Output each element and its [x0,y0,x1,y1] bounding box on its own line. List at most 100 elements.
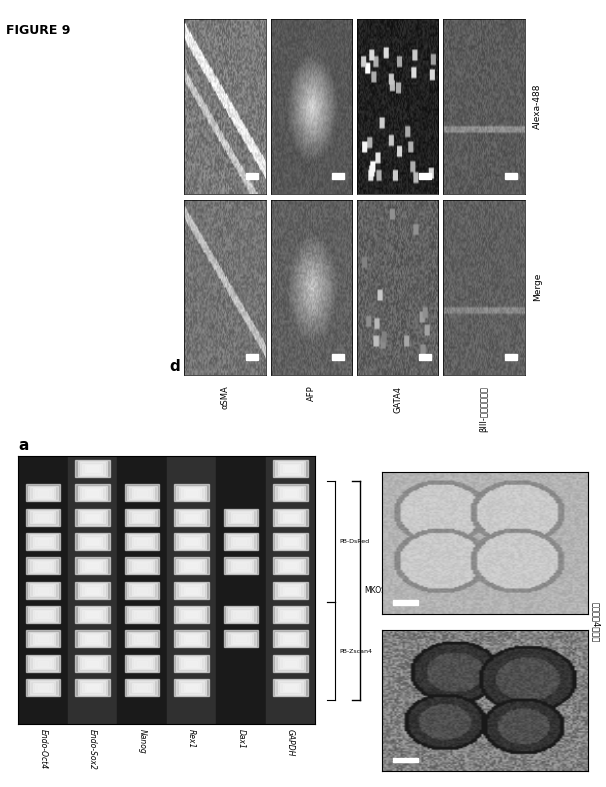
Text: αSMA: αSMA [221,386,230,409]
Bar [281,561,301,571]
Bar [184,490,199,497]
Bar [332,354,344,360]
Bar [186,539,196,544]
Bar [505,173,517,179]
Bar [28,680,58,695]
Bar [236,515,246,520]
Bar [174,630,208,648]
Bar [78,461,107,476]
Bar [283,538,298,545]
Bar [82,586,102,595]
Text: B6: B6 [2,685,11,690]
Bar [78,486,107,501]
Bar [127,656,157,671]
Bar [85,562,100,570]
Bar [137,539,147,544]
Bar [80,463,105,475]
Bar [179,584,204,597]
Bar [82,464,102,474]
Text: Nanog: Nanog [138,729,147,754]
Bar [228,560,253,572]
Bar [174,533,208,550]
Text: Alexa-488: Alexa-488 [533,83,542,129]
Bar [226,632,256,646]
Bar [30,511,55,523]
Text: MEF: MEF [0,466,11,471]
Bar [30,608,55,621]
Bar [273,460,308,477]
Bar [127,559,157,573]
Bar [236,612,246,617]
Bar [176,559,206,573]
Bar [137,612,147,617]
Text: Endo-Oct4: Endo-Oct4 [38,729,47,769]
Bar [419,173,431,179]
Bar [176,583,206,597]
Bar [176,510,206,525]
Bar [132,586,152,595]
Bar [25,679,60,696]
Bar [278,463,303,475]
Bar [281,464,301,474]
Bar [82,658,102,668]
Bar [181,586,201,595]
Bar [85,538,100,545]
Bar [179,633,204,645]
Bar [38,490,48,496]
Bar [283,490,298,497]
Bar [18,456,68,724]
Bar [78,510,107,525]
Bar [25,485,60,501]
Bar [224,630,258,648]
Text: A6: A6 [2,588,11,593]
Bar [25,630,60,648]
Bar [125,485,159,501]
Bar [285,660,296,666]
Bar [181,537,201,546]
Bar [28,534,58,549]
Bar [236,637,246,641]
Bar [167,456,216,724]
Bar [176,534,206,549]
Text: Dax1: Dax1 [236,729,245,748]
Bar [273,679,308,696]
Bar [281,634,301,644]
Bar [28,486,58,501]
Bar [273,485,308,501]
Bar [228,608,253,621]
Bar [75,630,110,648]
Bar [184,562,199,570]
Bar [68,456,117,724]
Bar [28,583,58,597]
Bar [80,560,105,572]
Bar [176,486,206,501]
Bar [231,610,251,619]
Bar [179,608,204,621]
Bar [186,612,196,617]
Bar [283,684,298,691]
Text: βIII-チューブリン: βIII-チューブリン [479,386,488,431]
Bar [78,534,107,549]
Text: Rex1: Rex1 [187,729,196,748]
Bar [85,635,100,643]
Bar [135,635,150,643]
Bar [137,563,147,568]
Bar [186,490,196,496]
Bar [181,658,201,668]
Text: PB-DsRed: PB-DsRed [340,539,370,544]
Bar [184,684,199,691]
Bar [137,637,147,641]
Bar [174,679,208,696]
Bar [228,511,253,523]
Bar [33,682,53,693]
Bar [38,539,48,544]
Bar [285,466,296,471]
Bar [85,514,100,521]
Text: A2: A2 [2,490,11,496]
Bar [127,510,157,525]
Bar [181,610,201,619]
Bar [78,632,107,646]
Text: MKOS: MKOS [365,586,387,595]
Text: AFP: AFP [307,386,316,401]
Bar [135,538,150,545]
